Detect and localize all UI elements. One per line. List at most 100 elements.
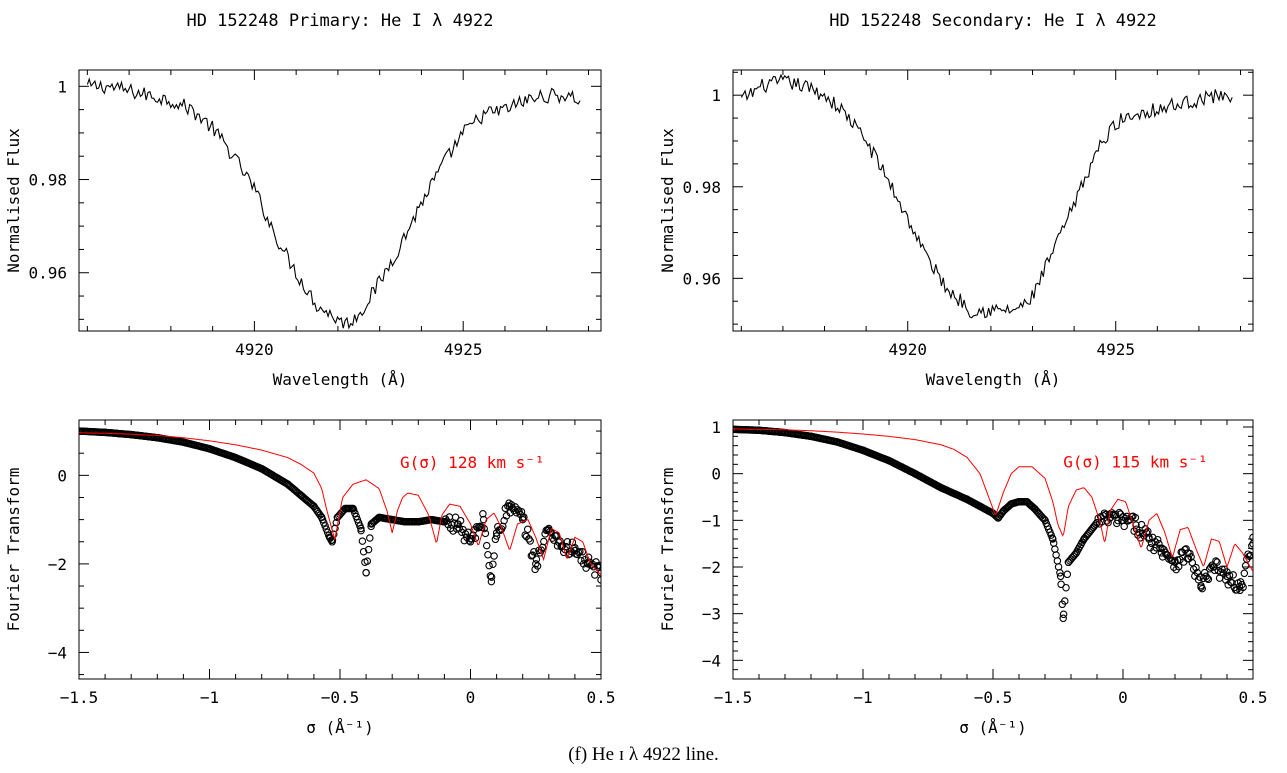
spectrum-line: [740, 73, 1233, 319]
data-point-anchor: [1080, 535, 1088, 543]
data-point: [1052, 551, 1060, 559]
plot-frame: [732, 69, 1254, 332]
data-point-anchor: [284, 480, 292, 488]
chart-panel-4: −1.5 −1 −0.5 0 0.5 −4 −3 −2 −1 0 1 σ (Å⁻¹) Fourier T…: [658, 418, 1267, 737]
y-tick-label: −4: [48, 643, 67, 662]
data-point: [1152, 544, 1161, 552]
data-point: [363, 557, 372, 565]
x-tick-label: 4925: [1096, 340, 1135, 359]
data-point-anchor: [1064, 558, 1073, 567]
data-point-anchor: [1072, 549, 1080, 557]
data-point: [1053, 557, 1062, 565]
data-point-anchor: [427, 515, 436, 524]
y-tick-label: 1: [711, 86, 721, 105]
figure-caption: (f) He ɪ λ 4922 line.: [568, 744, 719, 765]
data-point-anchor: [994, 514, 1002, 522]
data-point-anchor: [414, 518, 423, 526]
x-tick-label: −0.5: [974, 688, 1013, 707]
data-point: [501, 504, 510, 513]
data-point-anchor: [231, 453, 240, 462]
data-point-anchor: [1132, 521, 1140, 529]
data-point: [367, 522, 375, 531]
data-point: [563, 538, 572, 546]
data-point-anchor: [153, 433, 162, 442]
data-point-anchor: [518, 515, 527, 524]
data-point-anchor: [1030, 504, 1039, 513]
data-point: [578, 548, 587, 556]
y-tick-label: 0.96: [28, 264, 67, 283]
data-point: [591, 571, 599, 579]
data-point-anchor: [1049, 535, 1057, 543]
data-point: [451, 513, 460, 522]
data-point: [1204, 575, 1213, 584]
data-point: [476, 522, 485, 530]
data-point: [471, 534, 480, 542]
data-point: [597, 576, 601, 584]
plot-area: [740, 73, 1233, 319]
data-point-anchor: [976, 502, 984, 511]
data-point: [532, 555, 541, 563]
data-point-anchor: [1197, 581, 1205, 590]
data-point: [1249, 533, 1253, 542]
data-point: [1241, 561, 1250, 570]
data-point-anchor: [487, 577, 496, 586]
x-tick-label: 4925: [444, 340, 483, 359]
y-tick-label: 0.96: [682, 269, 721, 288]
plot-frame: [78, 69, 602, 332]
y-tick-label: −4: [702, 651, 721, 670]
data-point-anchor: [755, 426, 763, 435]
y-axis-label: Normalised Flux: [658, 128, 677, 273]
chart-title: HD 152248 Primary: He I λ 4922: [186, 11, 493, 31]
y-axis-label: Fourier Transform: [4, 468, 23, 632]
data-point: [489, 560, 497, 568]
data-point: [1246, 551, 1253, 560]
data-point: [1240, 569, 1249, 578]
data-point-anchor: [375, 513, 383, 522]
data-point-anchor: [999, 507, 1008, 515]
data-point: [1153, 535, 1162, 544]
annotation-label: G(σ) 115 km s⁻¹: [1063, 453, 1208, 472]
data-point-anchor: [440, 518, 449, 526]
data-point-anchor: [1119, 516, 1127, 525]
data-point-anchor: [911, 469, 919, 478]
data-point: [465, 536, 474, 545]
data-point-anchor: [349, 504, 357, 513]
model-line-red: [733, 428, 1253, 572]
data-point-anchor: [807, 432, 815, 441]
data-point: [528, 551, 537, 559]
data-point: [1131, 513, 1140, 522]
data-point: [366, 534, 374, 542]
x-tick-label: −1.5: [714, 688, 753, 707]
x-tick-label: −1.5: [60, 688, 99, 707]
data-point: [1248, 542, 1253, 550]
data-point-anchor: [1249, 539, 1253, 548]
data-point: [1100, 509, 1109, 517]
data-point: [510, 506, 518, 515]
data-point-anchor: [597, 568, 601, 577]
data-point-anchor: [257, 464, 266, 473]
data-point-anchor: [885, 456, 893, 465]
data-point-anchor: [571, 546, 579, 555]
data-point-anchor: [1041, 516, 1049, 525]
data-point-anchor: [205, 445, 214, 453]
plot-area: [79, 427, 601, 586]
y-tick-label: 0: [57, 466, 67, 485]
data-point-anchor: [859, 446, 867, 455]
data-point-anchor: [1145, 535, 1153, 543]
data-point: [1192, 563, 1200, 572]
data-point: [540, 537, 548, 546]
x-tick-label: 0: [1118, 688, 1128, 707]
data-point: [533, 562, 542, 570]
data-point: [353, 515, 362, 524]
data-point: [1062, 583, 1070, 592]
fourier-points: [733, 425, 1253, 623]
data-point: [574, 548, 583, 557]
data-point: [1056, 569, 1064, 577]
y-axis-label: Fourier Transform: [658, 468, 677, 632]
data-point: [576, 547, 584, 556]
data-point: [484, 550, 492, 559]
data-point: [358, 537, 367, 545]
data-point-anchor: [1015, 497, 1023, 506]
data-point: [321, 522, 329, 530]
y-tick-label: −2: [48, 555, 67, 574]
